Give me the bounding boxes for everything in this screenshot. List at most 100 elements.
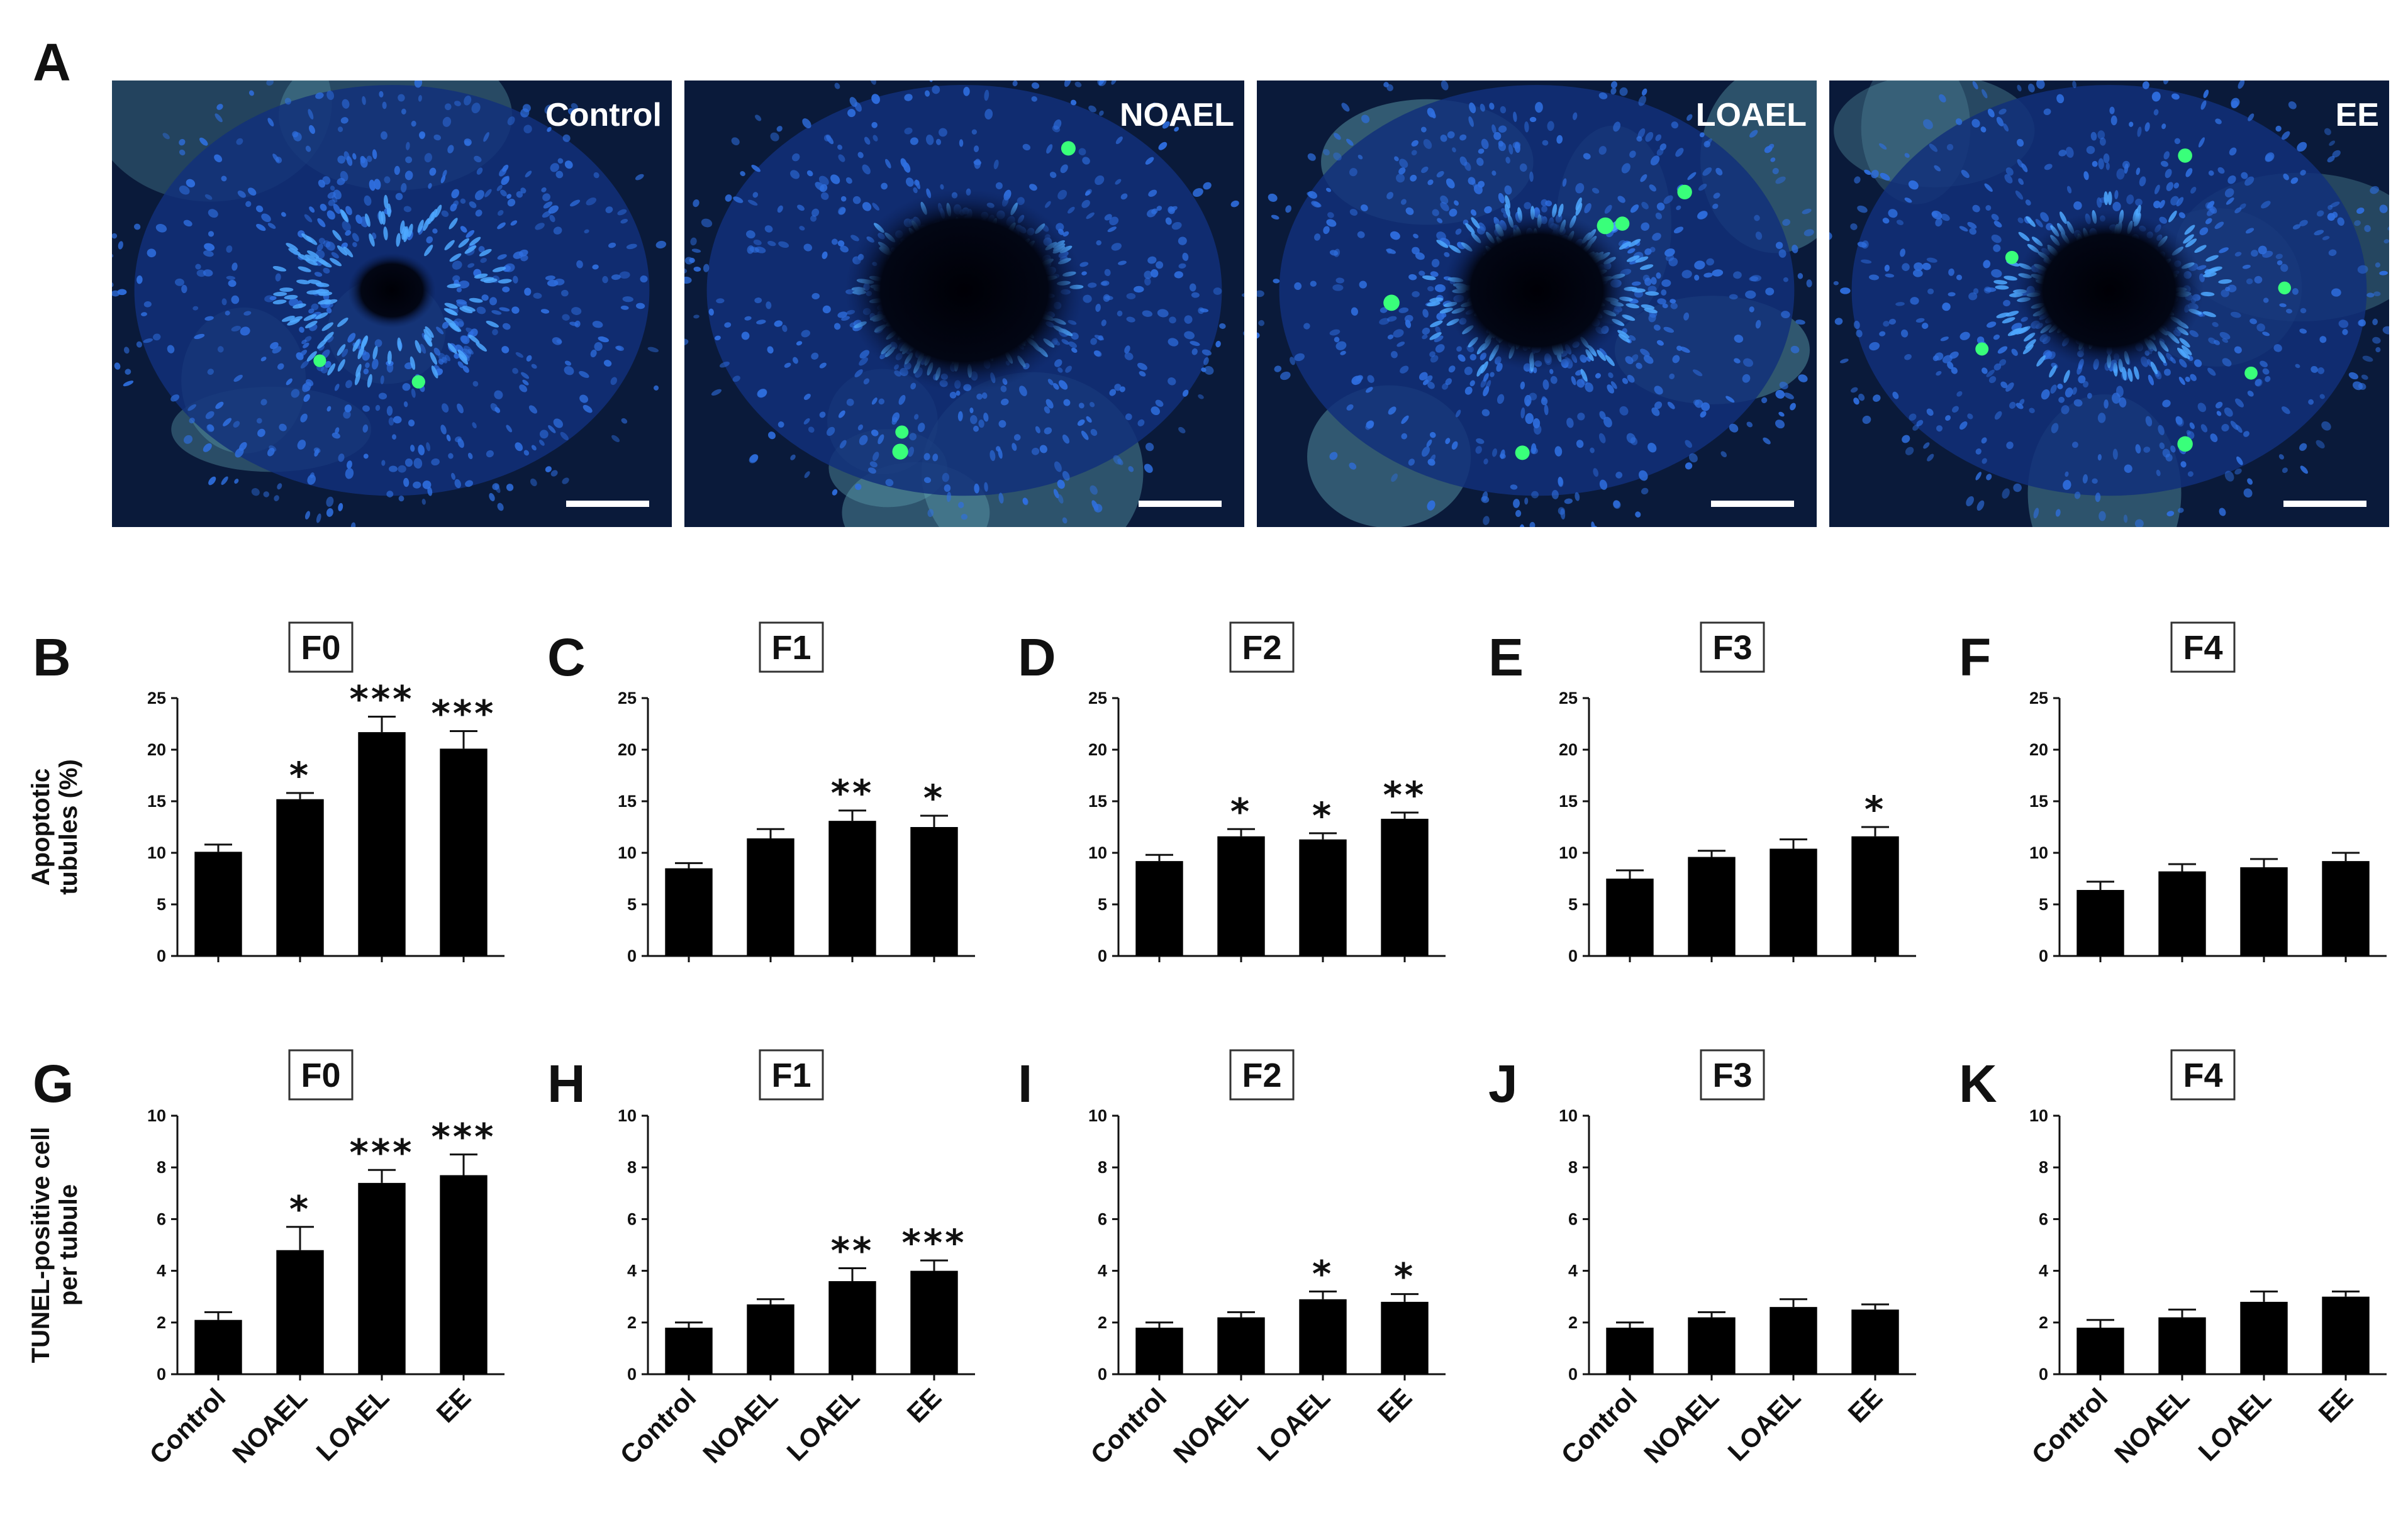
y-tick-label: 6 <box>1098 1209 1107 1228</box>
y-tick-label: 2 <box>627 1313 637 1332</box>
y-tick-label: 4 <box>627 1262 637 1280</box>
generation-box <box>1229 1049 1295 1101</box>
bar-noael <box>2158 871 2206 956</box>
y-tick-label: 8 <box>627 1158 637 1177</box>
chart-panel-f: F F4 0 5 10 15 20 25 <box>1959 621 2387 965</box>
y-tick-label: 0 <box>157 1365 166 1384</box>
bar-noael <box>747 838 794 956</box>
y-tick-label: 8 <box>1568 1158 1578 1177</box>
bar-noael <box>747 1304 794 1374</box>
y-tick-label: 15 <box>2029 792 2048 811</box>
y-tick-label: 8 <box>2039 1158 2048 1177</box>
panel-letter: K <box>1959 1054 1997 1113</box>
bar-ee <box>440 1175 488 1374</box>
x-category-label: Control <box>144 1382 231 1470</box>
tunel-positive-cell <box>2278 281 2291 295</box>
x-category-label: Control <box>1556 1382 1643 1470</box>
bar-loael <box>1299 839 1347 956</box>
generation-label: F0 <box>301 629 340 667</box>
tunel-positive-cell <box>411 375 425 389</box>
chart-panel-g: G F0 0 2 4 6 8 10 TUNEL-positive cell per tubule C… <box>27 1049 504 1470</box>
y-tick-label: 10 <box>618 1106 637 1125</box>
y-tick-label: 0 <box>2039 947 2048 965</box>
x-category-label: EE <box>1372 1382 1418 1428</box>
generation-label: F1 <box>771 1057 811 1094</box>
y-tick-label: 0 <box>1568 1365 1578 1384</box>
y-tick-label: 25 <box>1088 689 1107 708</box>
y-tick-label: 6 <box>627 1209 637 1228</box>
significance-marker: * <box>289 1188 311 1231</box>
y-tick-label: 8 <box>1098 1158 1107 1177</box>
x-category-label: NOAEL <box>226 1382 313 1469</box>
bar-loael <box>2240 1301 2288 1374</box>
tunel-positive-cell <box>1597 217 1614 235</box>
panel-letter: E <box>1488 628 1524 687</box>
scale-bar <box>1711 501 1794 507</box>
bar-control <box>1606 1328 1654 1374</box>
significance-marker: * <box>1394 1255 1415 1298</box>
significance-marker: *** <box>350 1131 415 1174</box>
bar-ee <box>1381 1301 1429 1374</box>
bar-noael <box>1217 1317 1265 1374</box>
generation-box <box>1229 621 1295 673</box>
y-tick-label: 6 <box>157 1209 166 1228</box>
bar-loael <box>828 1281 876 1374</box>
y-tick-label: 10 <box>1088 843 1107 862</box>
tubule-lumen <box>2015 210 2204 371</box>
panel-letter: D <box>1018 628 1056 687</box>
micrograph-label: Control <box>545 97 662 133</box>
y-tick-label: 8 <box>157 1158 166 1177</box>
x-category-label: Control <box>615 1382 702 1470</box>
tunel-positive-cell <box>2244 366 2258 380</box>
generation-label: F4 <box>2183 1057 2222 1094</box>
y-axis-label: tubules (%) <box>55 759 82 895</box>
y-tick-label: 0 <box>157 947 166 965</box>
bar-loael <box>1770 1307 1817 1374</box>
significance-marker: * <box>289 754 311 797</box>
tunel-positive-cell <box>1975 342 1989 356</box>
tunel-positive-cell <box>895 425 909 439</box>
y-axis-label: Apoptotic <box>27 769 55 886</box>
y-tick-label: 2 <box>1098 1313 1107 1332</box>
bar-ee <box>2322 1296 2370 1374</box>
tunel-positive-cell <box>1061 141 1076 156</box>
generation-box <box>1700 1049 1765 1101</box>
bar-loael <box>1770 848 1817 956</box>
panel-letter: G <box>33 1054 74 1113</box>
y-tick-label: 25 <box>2029 689 2048 708</box>
y-axis-label: TUNEL-positive cell <box>27 1127 55 1364</box>
y-tick-label: 20 <box>1088 740 1107 759</box>
chart-panel-e: E F3 0 5 10 15 20 25 * <box>1488 621 1916 965</box>
bar-loael <box>828 821 876 956</box>
panel-letter: B <box>33 628 71 687</box>
y-tick-label: 0 <box>2039 1365 2048 1384</box>
tubule-lumen <box>348 253 436 328</box>
bar-ee <box>1851 1309 1899 1374</box>
bar-loael <box>1299 1299 1347 1374</box>
y-tick-label: 10 <box>2029 843 2048 862</box>
y-tick-label: 10 <box>1559 1106 1578 1125</box>
y-tick-label: 0 <box>1568 947 1578 965</box>
micrograph-label: LOAEL <box>1696 97 1807 133</box>
bar-control <box>1135 861 1183 956</box>
bar-ee <box>440 748 488 956</box>
y-tick-label: 15 <box>1559 792 1578 811</box>
x-category-label: EE <box>2313 1382 2359 1428</box>
generation-label: F2 <box>1242 1057 1281 1094</box>
y-axis-label: per tubule <box>55 1184 82 1306</box>
tubule-lumen <box>845 189 1084 392</box>
y-tick-label: 5 <box>157 895 166 914</box>
y-tick-label: 4 <box>1568 1262 1578 1280</box>
bar-control <box>194 1319 242 1374</box>
significance-marker: ** <box>1383 774 1427 816</box>
bar-control <box>2076 890 2124 956</box>
generation-label: F4 <box>2183 629 2222 667</box>
y-tick-label: 5 <box>2039 895 2048 914</box>
y-tick-label: 10 <box>1559 843 1578 862</box>
micrograph-row: Control NOAEL LOAEL EE <box>112 81 2389 527</box>
bar-noael <box>1688 857 1736 956</box>
